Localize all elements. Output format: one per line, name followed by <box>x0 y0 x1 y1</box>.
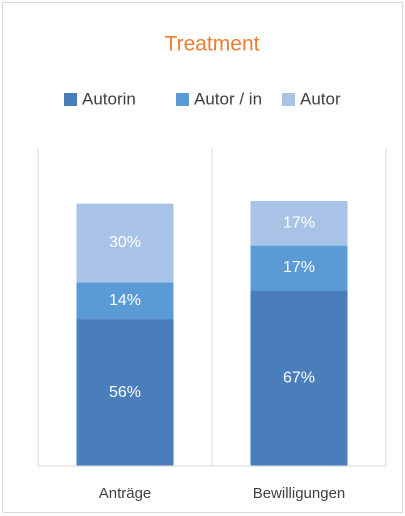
legend-label: Autor / in <box>194 89 262 108</box>
chart-title: Treatment <box>165 33 260 56</box>
data-label: 67% <box>283 369 315 386</box>
legend-swatch <box>176 93 189 106</box>
bar-segment <box>76 203 174 283</box>
data-label: 14% <box>109 292 141 309</box>
legend-swatch <box>282 93 295 106</box>
bar-segment <box>250 290 348 466</box>
bar-segment <box>76 282 174 320</box>
data-label: 56% <box>109 384 141 401</box>
data-label: 30% <box>109 234 141 251</box>
legend-label: Autor <box>300 89 341 108</box>
legend-label: Autorin <box>82 89 136 108</box>
data-label: 17% <box>283 259 315 276</box>
bar-segment <box>76 319 174 466</box>
data-label: 17% <box>283 215 315 232</box>
x-tick-label: Anträge <box>99 485 152 502</box>
x-tick-label: Bewilligungen <box>253 485 346 502</box>
legend-swatch <box>64 93 77 106</box>
bar-segment <box>250 245 348 291</box>
bar-segment <box>250 201 348 246</box>
